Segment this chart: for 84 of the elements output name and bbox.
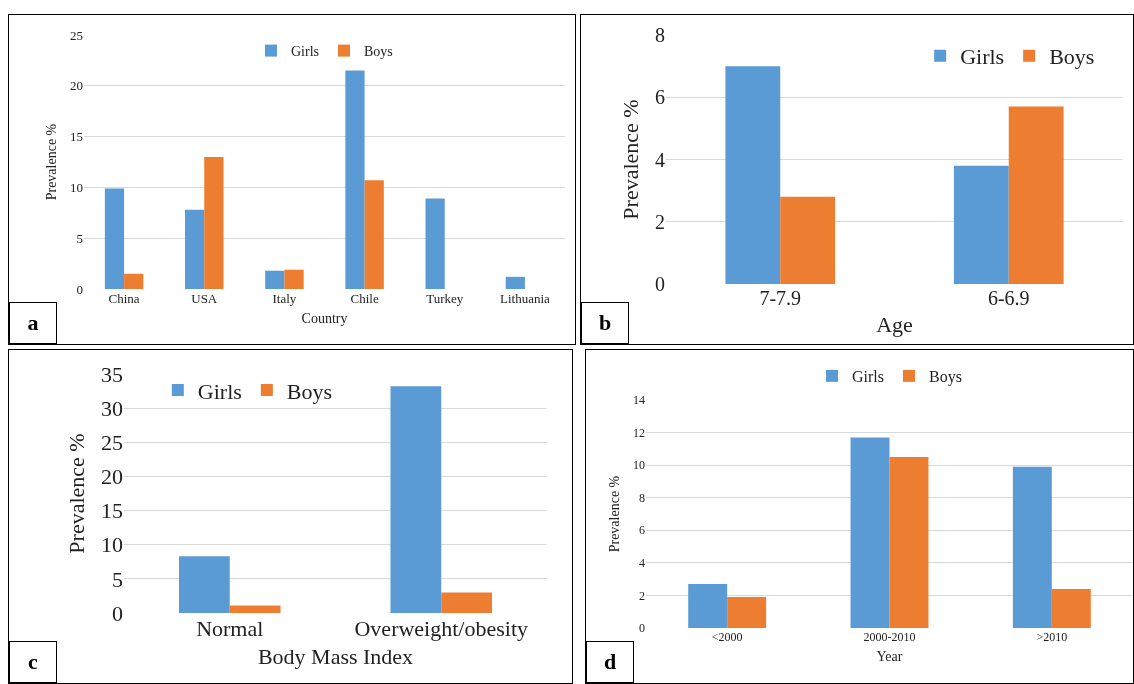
bar [688,584,728,628]
x-axis-title: Country [301,311,348,327]
y-tick-label: 5 [76,230,83,246]
bar [1008,106,1064,284]
bar [850,437,890,628]
bar [441,592,493,613]
y-tick-label: 25 [70,27,83,43]
y-tick-label: 4 [655,148,665,171]
bar [425,198,445,289]
bar [345,70,365,289]
x-axis-title: Body Mass Index [257,643,414,669]
x-tick-label: Overweight/obesity [354,616,529,641]
x-tick-label: Normal [196,616,264,641]
y-tick-label: 4 [639,556,645,571]
legend-label: Girls [197,378,242,404]
y-tick-label: 8 [639,490,645,505]
bar [1012,466,1052,628]
x-tick-label: Italy [272,291,297,306]
bar [284,269,304,289]
y-tick-label: 8 [655,24,665,46]
text: c [9,641,57,683]
y-tick-label: 0 [76,281,83,297]
text: d [586,641,634,683]
bar [229,605,281,613]
y-tick-label: 6 [655,86,665,109]
x-tick-label: 6-6.9 [987,287,1030,309]
bar [185,209,205,289]
y-tick-label: 20 [70,78,83,94]
bar [889,457,929,628]
x-axis-title: Year [876,649,903,665]
text: a [9,302,57,344]
x-tick-label: <2000 [711,630,743,644]
y-tick-label: 25 [101,429,123,455]
bar [725,66,781,284]
legend-label: Girls [852,368,884,386]
y-tick-label: 0 [639,621,645,636]
y-tick-label: 5 [112,566,123,592]
y-tick-label: 14 [633,393,645,408]
y-tick-label: 2 [639,588,645,603]
bar [204,156,224,289]
y-axis-title: Prevalence % [63,433,89,554]
y-tick-label: 0 [112,600,123,626]
legend-label: Boys [1049,44,1095,70]
bar [727,597,767,628]
y-axis-title: Prevalence % [617,99,643,220]
legend-label: Boys [364,44,393,60]
text: b [581,302,629,344]
bar [178,556,230,613]
bar [780,196,836,284]
bar [1051,588,1091,628]
y-tick-label: 20 [101,464,123,490]
y-tick-label: 10 [633,458,645,473]
y-axis-title: Prevalence % [606,475,622,553]
y-tick-label: 35 [101,361,123,387]
x-tick-label: China [108,291,140,306]
x-tick-label: Chile [350,291,379,306]
y-tick-label: 15 [101,498,123,524]
x-tick-label: 2000-2010 [863,630,916,644]
x-tick-label: Lithuania [500,291,551,306]
x-tick-label: Turkey [426,291,464,306]
legend-label: Girls [291,44,319,60]
y-tick-label: 30 [101,395,123,421]
bar [505,276,525,289]
legend-label: Boys [929,368,962,387]
y-tick-label: 6 [639,523,645,538]
x-axis-title: Age [876,311,913,337]
x-tick-label: USA [191,291,218,306]
bar [104,188,125,289]
bar [953,165,1009,284]
x-tick-label: >2010 [1036,630,1068,644]
y-tick-label: 2 [655,210,665,233]
bar [265,270,285,289]
legend-label: Girls [960,44,1005,70]
bar [390,386,442,613]
y-tick-label: 10 [70,179,83,195]
y-tick-label: 12 [633,425,645,440]
bar [124,273,144,289]
y-tick-label: 15 [70,129,83,145]
y-tick-label: 0 [655,273,665,295]
bar [364,180,384,289]
legend-label: Boys [286,378,333,404]
y-axis-title: Prevalence % [43,123,59,201]
x-tick-label: 7-7.9 [759,287,802,309]
y-tick-label: 10 [101,532,123,558]
